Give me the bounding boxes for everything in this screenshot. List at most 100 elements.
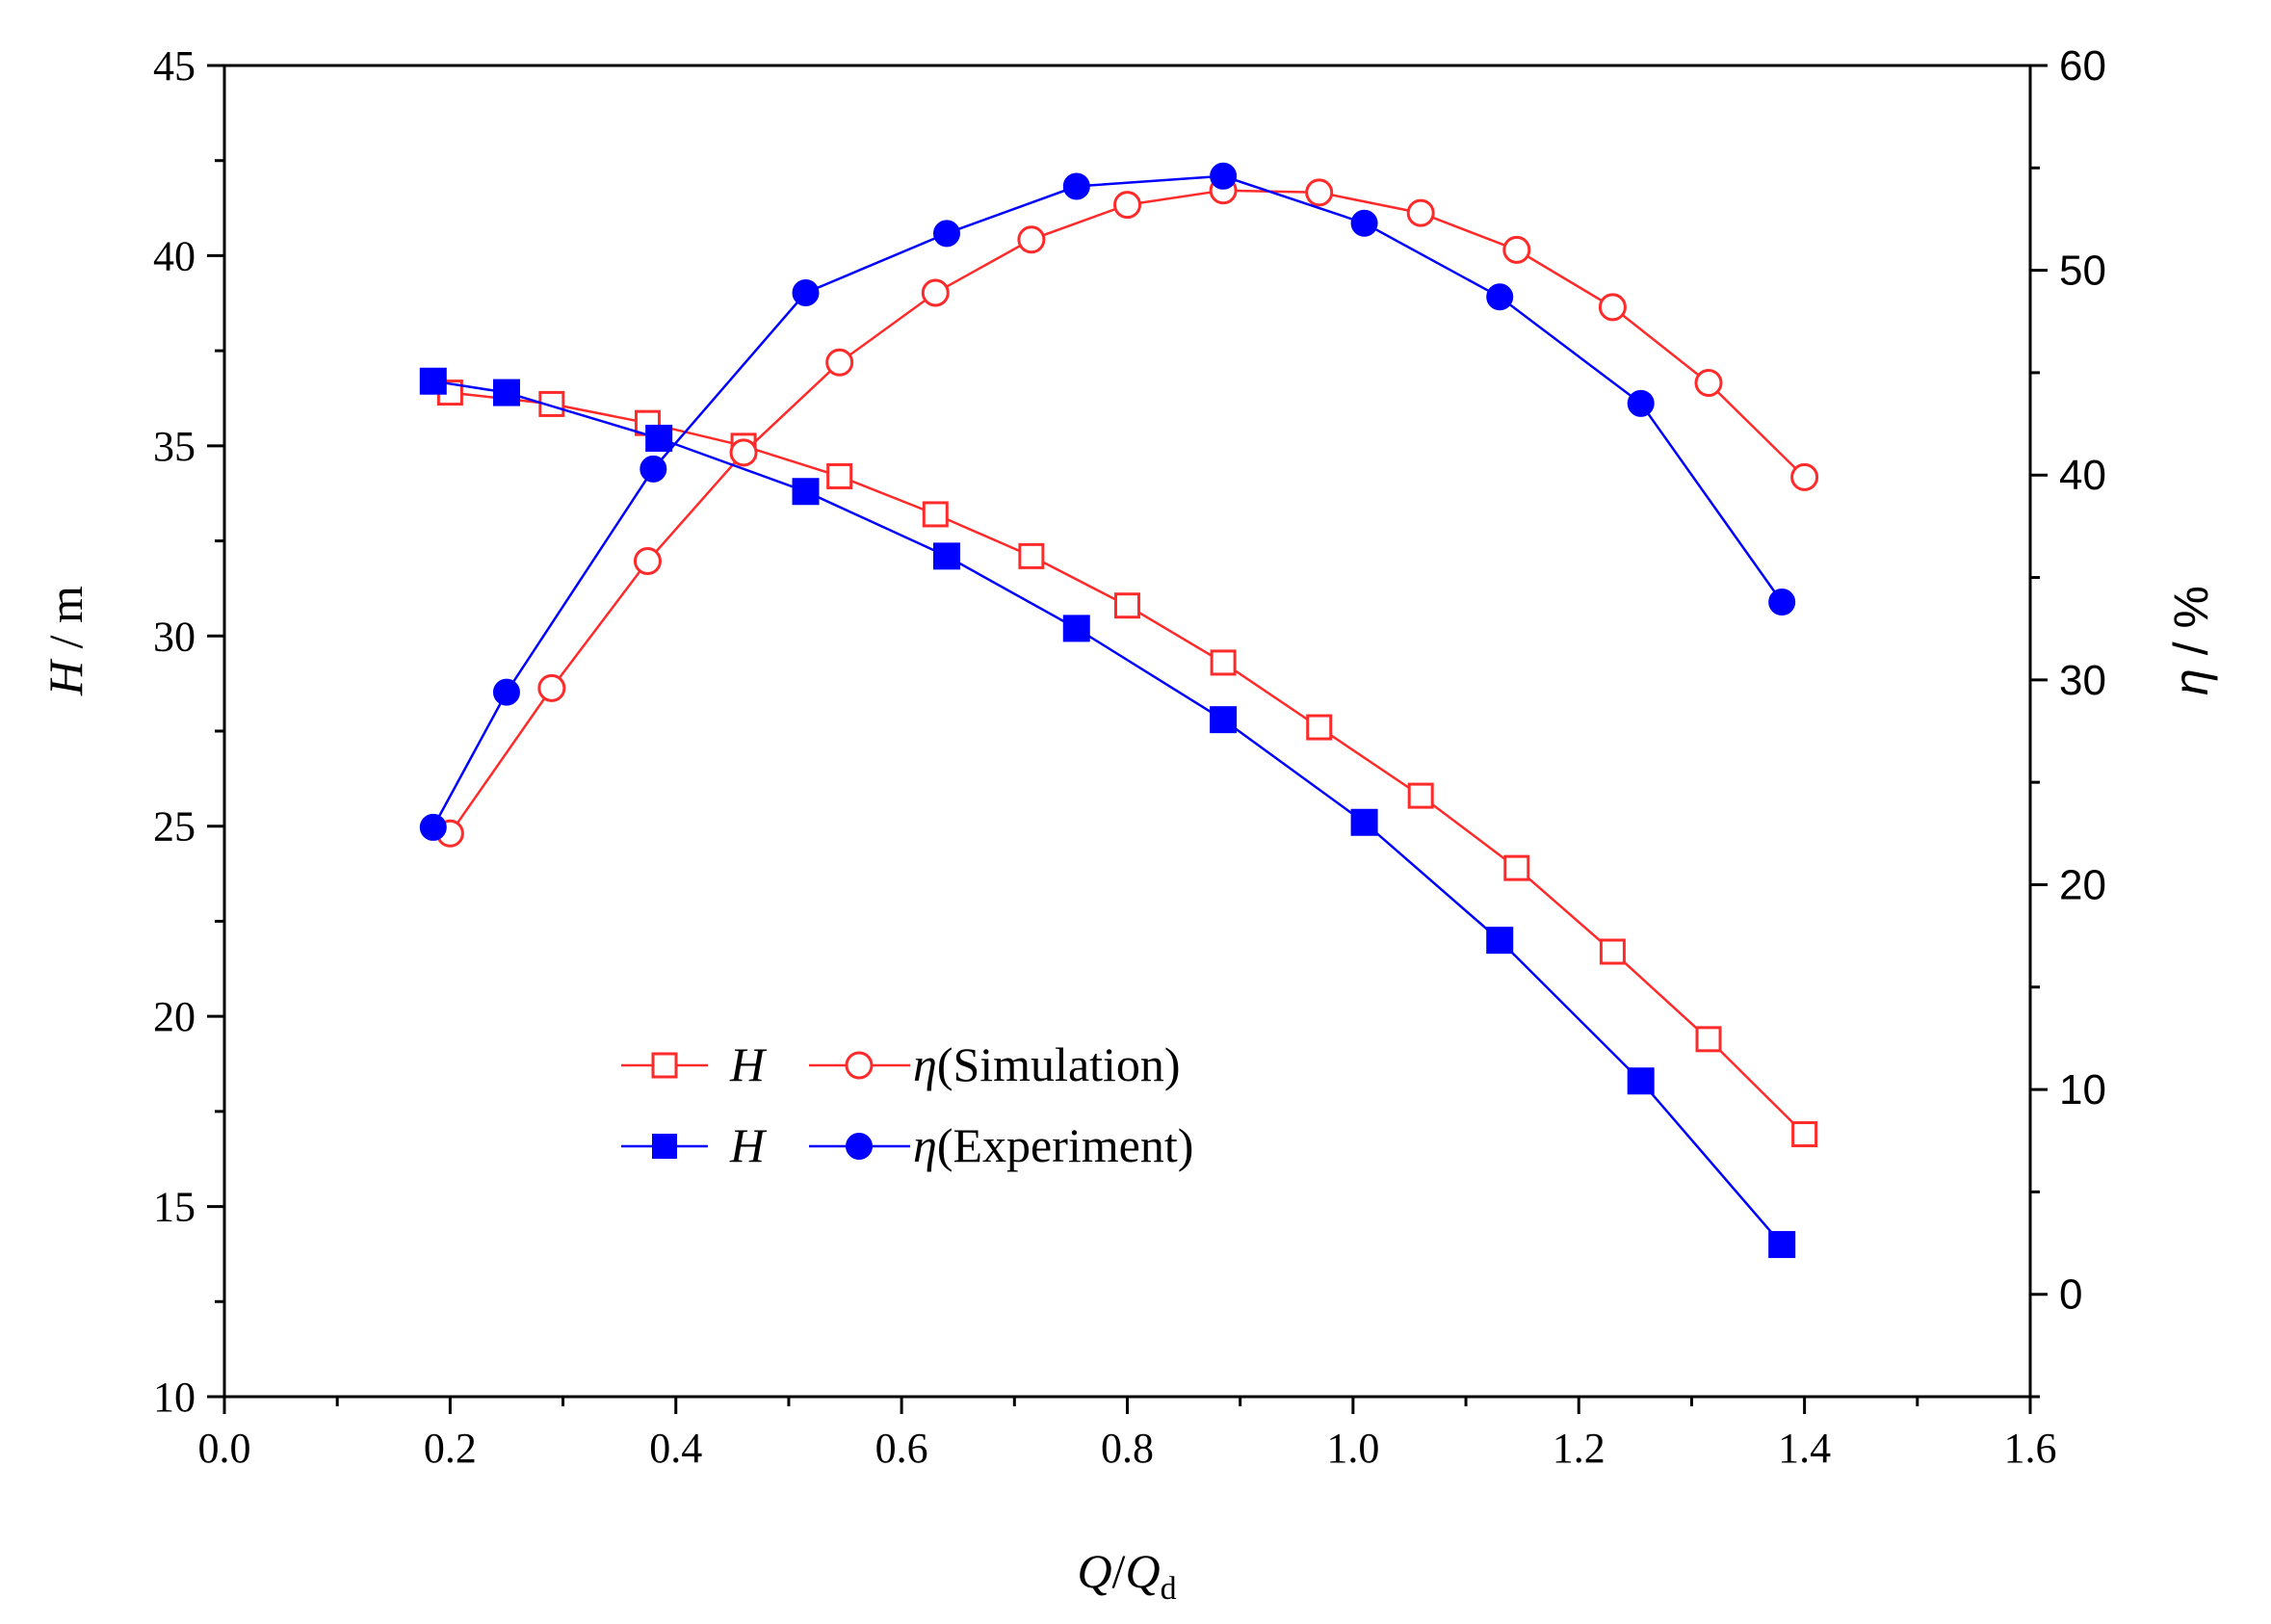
y-left-tick-label: 30 [153,613,196,660]
data-point [645,424,673,452]
data-point [537,673,566,702]
y-left-axis-title-unit: / m [39,586,92,661]
legend-label-eta-exp-var: η [913,1118,937,1172]
legend: H η(Simulation) H η(Experiment) [621,1037,1193,1172]
legend-marker-h-exp [652,1134,677,1159]
y-right-tick-label: 60 [2059,42,2106,90]
legend-label-eta-exp: η(Experiment) [913,1118,1193,1172]
y-right-tick-label: 30 [2059,657,2106,704]
y-right-tick-label: 20 [2059,861,2106,908]
data-point [633,547,662,576]
data-point [1210,706,1238,734]
x-tick-label: 0.0 [198,1425,251,1472]
data-point [1210,162,1238,190]
data-point [1627,1067,1655,1095]
x-axis-title-den: Q [1125,1544,1160,1598]
data-point [1627,389,1655,417]
data-point [933,542,960,570]
legend-marker-eta-exp [846,1133,873,1160]
x-tick-label: 0.4 [649,1425,702,1472]
legend-label-eta-sim-var: η [913,1037,937,1091]
x-tick-label: 0.2 [424,1425,477,1472]
data-point [1350,209,1378,237]
data-point [1306,714,1333,741]
axis-tick-labels: 0.0 0.2 0.4 0.6 0.8 1.0 1.2 1.4 1.6 10 15 20 25 30 35 4… [153,42,2106,1472]
data-point [492,379,520,406]
data-point [1502,235,1531,264]
data-point [792,279,820,307]
data-point [826,462,853,489]
data-point [933,220,960,248]
data-point [640,455,667,483]
x-tick-label: 1.0 [1326,1425,1379,1472]
data-point [825,348,854,377]
legend-row-2: H η(Experiment) [621,1118,1193,1172]
data-point [419,367,447,395]
y-left-tick-label: 15 [153,1184,196,1231]
data-point [1486,927,1514,955]
data-point [1114,592,1140,619]
series-3 [419,162,1796,841]
y-left-tick-label: 25 [153,803,196,851]
y-right-axis-title-var: η [2164,668,2218,695]
x-tick-label: 1.4 [1778,1425,1831,1472]
legend-label-h-sim: H [729,1037,768,1091]
y-right-tick-label: 10 [2059,1066,2106,1113]
legend-row-1: H η(Simulation) [621,1037,1181,1091]
legend-label-h-exp: H [729,1118,768,1172]
legend-label-eta-exp-text: (Experiment) [937,1118,1194,1172]
data-point [1768,1231,1796,1259]
legend-marker-eta-sim [845,1051,874,1080]
data-point [1062,172,1090,200]
data-point [792,478,820,506]
data-point [492,678,520,706]
data-point [419,813,447,841]
y-right-tick-label: 50 [2059,248,2106,295]
y-right-tick-label: 40 [2059,452,2106,499]
y-left-tick-label: 40 [153,232,196,279]
x-tick-label: 1.2 [1553,1425,1605,1472]
data-point [1768,589,1796,616]
data-point [1486,283,1514,311]
y-left-tick-label: 10 [153,1374,196,1421]
data-point [1599,938,1626,965]
y-left-tick-label: 20 [153,993,196,1040]
data-point [921,278,950,307]
x-axis-title: Q/Qd [1077,1544,1176,1607]
y-right-axis-title: η / % [2164,586,2218,695]
y-right-axis-title-unit: / % [2164,586,2218,668]
data-point [1406,198,1435,227]
data-point [1598,293,1627,322]
data-point [729,438,758,467]
data-point [922,501,949,528]
y-right-tick-label: 0 [2059,1271,2082,1319]
data-point [1503,854,1530,881]
data-point [1305,178,1334,207]
legend-marker-h-sim [651,1052,678,1079]
data-point [1017,225,1046,254]
x-tick-label: 1.6 [2004,1425,2057,1472]
data-point [1062,615,1090,642]
x-tick-label: 0.6 [875,1425,928,1472]
legend-label-eta-sim: η(Simulation) [913,1037,1181,1091]
data-point [1210,649,1237,676]
axis-ticks [207,64,2048,1414]
y-left-axis-title-var: H [39,658,92,696]
y-left-tick-label: 35 [153,423,196,470]
x-axis-title-sub: d [1161,1571,1177,1607]
y-left-axis-title: H / m [39,586,92,696]
data-point [1695,1026,1722,1053]
data-point [1790,462,1819,491]
data-point [1407,782,1434,809]
x-axis-title-main: Q [1077,1544,1111,1598]
data-point [1694,369,1723,398]
x-tick-label: 0.8 [1101,1425,1154,1472]
data-point [1791,1121,1818,1148]
legend-label-eta-sim-text: (Simulation) [937,1037,1181,1091]
x-axis-title-sep: / [1112,1544,1126,1598]
data-point [1018,542,1045,569]
series-1 [435,176,1819,848]
data-point [1350,808,1378,836]
series-2 [419,367,1796,1259]
